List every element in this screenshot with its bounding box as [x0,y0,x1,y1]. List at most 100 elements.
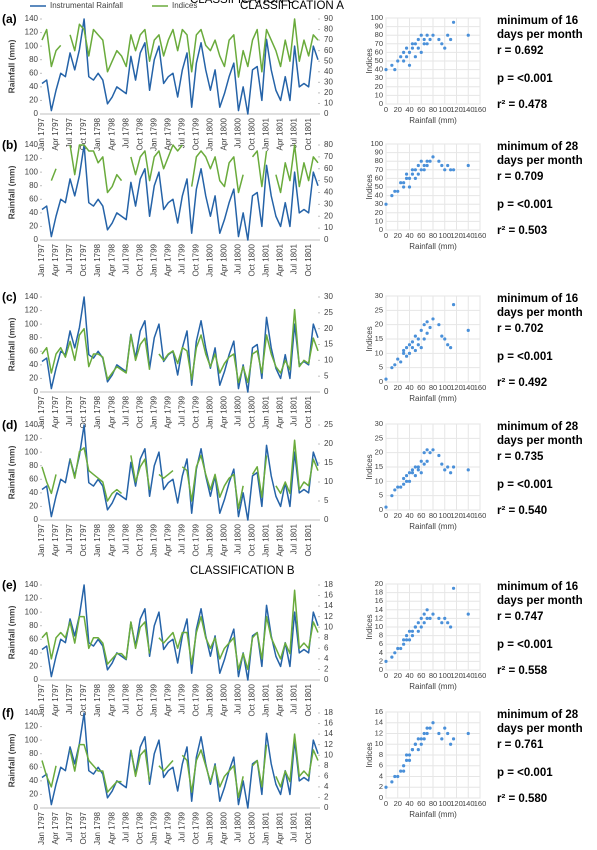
scatter-point [413,176,417,180]
scatter-point [413,742,417,746]
x-tick-label: Oct 1801 [304,523,313,556]
scatter-point [422,337,426,341]
section-title: CLASSIFICATION C [190,0,295,6]
scatter-point [425,163,429,168]
y2-tick-label: 30 [324,199,333,208]
x-tick-label: Jan 1801 [262,395,271,428]
y-tick-label: 60 [29,68,38,77]
x-tick-label: Apr 1799 [163,523,172,556]
scatter-point [404,638,409,642]
y-tick-label: 8 [379,750,383,759]
y-tick-label: 12 [375,728,383,737]
scatter-point [449,346,453,350]
y-tick-label: 2 [379,782,383,791]
scatter-point [416,46,420,50]
scatter-point [440,621,444,625]
scatter-point [404,346,409,350]
scatter-point [428,37,432,42]
x-tick-label: 140 [462,671,475,680]
scatter-point [402,351,406,355]
scatter-point [451,737,456,741]
scatter-point [419,459,423,463]
x-tick-label: 120 [450,799,463,808]
x-tick-label: Apr 1799 [163,243,172,276]
y-tick-label: 0 [379,225,383,234]
x-tick-label: Apr 1800 [220,811,229,844]
x-tick-label: Apr 1801 [276,395,285,428]
y2-tick-label: 14 [324,601,333,610]
x-tick-label: 100 [438,671,451,680]
x-tick-label: 140 [462,231,475,240]
scatter-point [419,168,423,172]
panel-label: (e) [2,578,17,592]
y2-tick-label: 4 [324,654,329,663]
scatter-point [390,63,394,67]
scatter-point [443,46,447,50]
statistic: r² = 0.558 [497,665,548,677]
scatter-point [384,659,388,664]
scatter-point [404,753,409,757]
y-tick-label: 20 [29,662,38,671]
y-tick-label: 90 [375,22,383,31]
y2-tick-label: 20 [324,211,333,220]
x-tick-label: 60 [417,383,425,392]
x-tick-label: 60 [417,231,425,240]
y-tick-label: 40 [29,776,38,785]
scatter-point [399,181,403,185]
y-tick-label: 80 [29,333,38,342]
x-tick-label: Oct 1801 [304,811,313,844]
y-tick-label: 16 [375,707,383,716]
scatter-point [451,168,456,172]
panel-label: (c) [2,290,17,304]
y2-tick-label: 0 [324,109,329,118]
x-tick-label: 100 [438,799,451,808]
scatter-point [416,737,420,741]
x-tick-label: 140 [462,383,475,392]
x-tick-label: 160 [474,511,487,520]
y2-tick-label: 20 [324,439,333,448]
y-tick-label: 70 [375,165,383,174]
scatter-point [422,168,426,172]
x-tick-label: 60 [417,799,425,808]
scatter-point [437,731,441,736]
x-tick-label: Jan 1800 [206,395,215,428]
y-tick-label: 90 [375,148,383,157]
x-tick-label: Jul 1798 [121,523,130,554]
x-tick-label: Apr 1798 [107,117,116,150]
y-tick-label: 80 [29,181,38,190]
y2-tick-label: 12 [324,612,333,621]
scatter-point [446,465,450,469]
y-tick-label: 4 [379,771,383,780]
scatter-point [407,176,412,180]
scatter-point [402,476,406,481]
y-tick-label: 5 [379,491,383,500]
x-tick-label: Apr 1799 [163,117,172,150]
x-tick-label: Apr 1797 [51,243,60,276]
x-tick-label: 20 [394,671,402,680]
y2-tick-label: 16 [324,591,333,600]
data-line [41,589,319,671]
y-tick-label: 100 [25,607,39,616]
y-tick-label: 0 [34,803,39,812]
statistic: r = 0.735 [497,451,544,463]
legend-label: Indices [172,1,197,10]
y-tick-label: 140 [25,708,39,717]
scatter-point [422,737,426,741]
y2-tick-label: 6 [324,643,329,652]
y-axis-title: Indices [365,454,374,479]
scatter-point [425,608,429,612]
scatter-point [413,625,417,629]
y-tick-label: 120 [25,722,39,731]
scatter-point [422,37,426,42]
x-tick-label: 0 [384,799,388,808]
y2-tick-label: 10 [324,477,333,486]
statistic: r = 0.692 [497,45,544,57]
scatter-point [425,459,429,463]
x-tick-label: Apr 1801 [276,243,285,276]
x-axis-title: Rainfall (mm) [409,682,457,691]
x-tick-label: Oct 1799 [191,395,200,428]
scatter-point [404,758,409,762]
x-tick-label: Jul 1801 [290,395,299,426]
scatter-point [440,462,444,466]
x-tick-label: Jan 1797 [37,523,46,556]
